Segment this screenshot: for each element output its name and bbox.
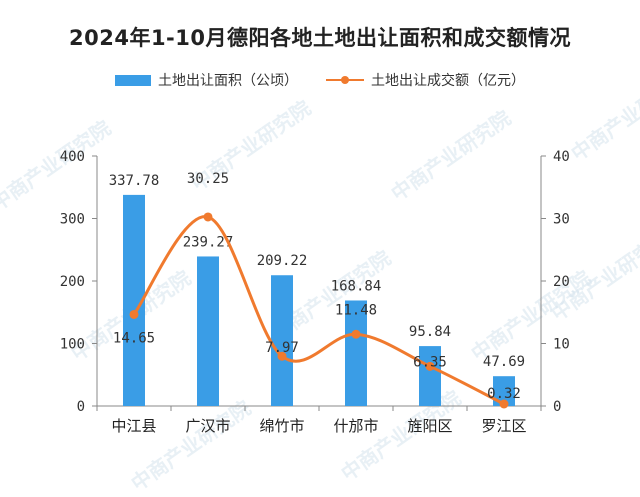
x-category-label: 什邡市 — [333, 417, 378, 435]
x-category-label: 罗江区 — [481, 417, 526, 435]
x-category-label: 中江县 — [111, 417, 156, 435]
line-value-label: 6.35 — [413, 354, 447, 370]
y-right-tick-label: 10 — [553, 337, 570, 353]
bar — [123, 194, 145, 406]
legend-label-area: 土地出让面积（公顷） — [158, 73, 298, 89]
x-category-label: 旌阳区 — [407, 417, 452, 435]
line-point — [277, 351, 287, 361]
legend-line-swatch — [326, 74, 364, 86]
line-point — [499, 399, 509, 409]
chart-title: 2024年1-10月德阳各地土地出让面积和成交额情况 — [69, 26, 571, 50]
line-value-label: 14.65 — [113, 330, 155, 346]
y-right-tick-label: 0 — [553, 399, 561, 415]
bar-value-label: 47.69 — [483, 354, 525, 370]
line-value-label: 11.48 — [335, 302, 377, 318]
legend-item-area: 土地出让面积（公顷） — [115, 70, 298, 90]
line-point — [351, 329, 361, 339]
y-left-tick-label: 300 — [60, 212, 85, 228]
bar — [271, 275, 293, 406]
bar — [493, 376, 515, 406]
bar — [345, 300, 367, 406]
bar-value-label: 95.84 — [409, 324, 451, 340]
line-value-label: 0.32 — [487, 386, 521, 402]
legend-bar-swatch — [115, 74, 151, 86]
y-left-tick-label: 0 — [77, 399, 85, 415]
legend-item-amount: 土地出让成交额（亿元） — [326, 70, 525, 90]
bar-value-label: 337.78 — [109, 173, 160, 189]
line-value-label: 7.97 — [265, 340, 299, 356]
legend-label-amount: 土地出让成交额（亿元） — [371, 73, 525, 89]
y-right-tick-label: 30 — [553, 212, 570, 228]
y-left-tick-label: 400 — [60, 149, 85, 165]
bar — [197, 256, 219, 406]
bar-value-label: 209.22 — [257, 253, 308, 269]
bar-value-label: 239.27 — [183, 234, 234, 250]
chart-legend: 土地出让面积（公顷） 土地出让成交额（亿元） — [0, 70, 640, 90]
x-category-label: 绵竹市 — [259, 417, 304, 435]
combo-chart: 0 100 200 300 400 0 10 20 30 40 337.78 239.27 209.22… — [60, 149, 570, 435]
bar — [419, 346, 441, 406]
y-right-tick-label: 40 — [553, 149, 570, 165]
y-left-tick-label: 100 — [60, 337, 85, 353]
line-value-label: 30.25 — [187, 171, 229, 187]
y-right-tick-label: 20 — [553, 274, 570, 290]
line-point — [425, 361, 435, 371]
line-point — [203, 212, 213, 222]
line-point — [129, 309, 139, 319]
bar-value-label: 168.84 — [331, 278, 382, 294]
x-category-label: 广汉市 — [185, 417, 230, 435]
y-left-tick-label: 200 — [60, 274, 85, 290]
